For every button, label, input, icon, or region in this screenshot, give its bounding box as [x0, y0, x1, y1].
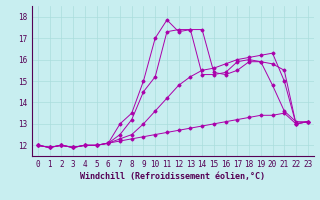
X-axis label: Windchill (Refroidissement éolien,°C): Windchill (Refroidissement éolien,°C) [80, 172, 265, 181]
